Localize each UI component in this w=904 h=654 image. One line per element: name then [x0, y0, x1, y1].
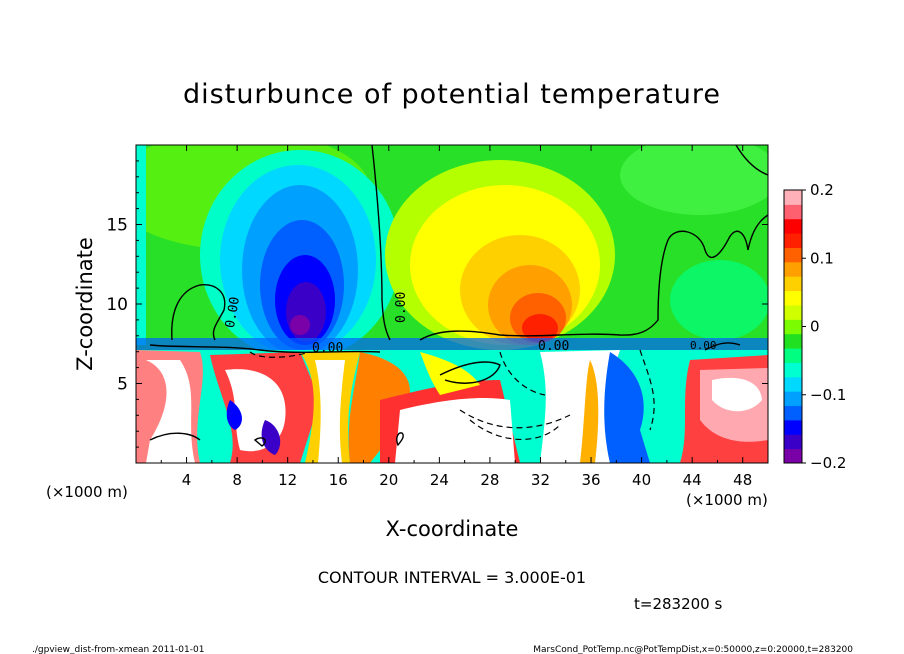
- x-tick-label: 40: [632, 471, 651, 489]
- colorbar-swatch: [784, 376, 802, 392]
- x-tick-label: 4: [182, 471, 192, 489]
- colorbar-ticks: 0.2 0.1 0 −0.1 −0.2: [802, 181, 846, 472]
- x-tick-label: 24: [430, 471, 449, 489]
- footer-left: ./gpview_dist-from-xmean 2011-01-01: [32, 645, 204, 654]
- x-axis-label: X-coordinate: [386, 517, 519, 541]
- z-unit-label: (×1000 m): [46, 483, 128, 501]
- x-tick-label: 8: [232, 471, 242, 489]
- colorbar-swatch: [784, 247, 802, 263]
- x-tick-label: 20: [379, 471, 398, 489]
- x-tick-label: 36: [581, 471, 600, 489]
- y-axis-label: Z-coordinate: [73, 237, 97, 371]
- colorbar-swatch: [784, 391, 802, 407]
- x-tick-label: 16: [329, 471, 348, 489]
- colorbar-swatch: [784, 290, 802, 306]
- colorbar-swatch: [784, 319, 802, 335]
- colorbar-tick-label: −0.1: [810, 386, 846, 404]
- contour-label: 0.00: [538, 339, 569, 354]
- colorbar-swatch: [784, 419, 802, 435]
- x-axis: 4 8 12 16 20 24 28 32 36 40 44 48: [160, 145, 752, 489]
- colorbar-swatch: [784, 405, 802, 421]
- x-tick-label: 44: [683, 471, 702, 489]
- x-tick-label: 12: [278, 471, 297, 489]
- colorbar-swatch: [784, 434, 802, 450]
- time-label: t=283200 s: [634, 595, 722, 613]
- footer-right: MarsCond_PotTemp.nc@PotTempDist,x=0:5000…: [533, 645, 853, 654]
- colorbar-swatch: [784, 333, 802, 349]
- contour-labels: 0.00 0.00 0.00 0.00 0.00: [223, 292, 717, 356]
- colorbar-swatch: [784, 348, 802, 363]
- contour-label: 0.00: [394, 292, 409, 323]
- colorbar-swatch: [784, 190, 802, 205]
- y-tick-label: 15: [106, 216, 128, 236]
- colorbar-tick-label: 0: [810, 318, 820, 336]
- contour-label: 0.00: [312, 341, 343, 356]
- colorbar-swatch: [784, 233, 802, 248]
- plot-area: [136, 145, 768, 463]
- y-tick-label: 10: [106, 295, 128, 315]
- x-unit-label: (×1000 m): [686, 491, 768, 509]
- colorbar-tick-label: −0.2: [810, 454, 846, 472]
- x-tick-label: 32: [531, 471, 550, 489]
- colorbar-tick-label: 0.1: [810, 249, 834, 267]
- colorbar-swatch: [784, 276, 802, 292]
- chart-title: disturbunce of potential temperature: [183, 79, 721, 110]
- y-axis: 5 10 15: [106, 160, 768, 448]
- x-tick-label: 48: [733, 471, 752, 489]
- colorbar-swatch: [784, 261, 802, 277]
- contour-label: 0.00: [690, 339, 717, 352]
- colorbar-swatch: [784, 362, 802, 378]
- colorbar-swatch: [784, 204, 802, 220]
- colorbar-swatch: [784, 218, 802, 234]
- colorbar-tick-label: 0.2: [810, 181, 834, 199]
- colorbar-swatch: [784, 304, 802, 320]
- colorbar: [783, 189, 803, 464]
- colorbar-swatch: [784, 448, 802, 464]
- y-tick-label: 5: [117, 375, 128, 395]
- contour-label: 0.00: [223, 296, 243, 329]
- contour-interval: CONTOUR INTERVAL = 3.000E-01: [318, 568, 586, 587]
- x-tick-label: 28: [480, 471, 499, 489]
